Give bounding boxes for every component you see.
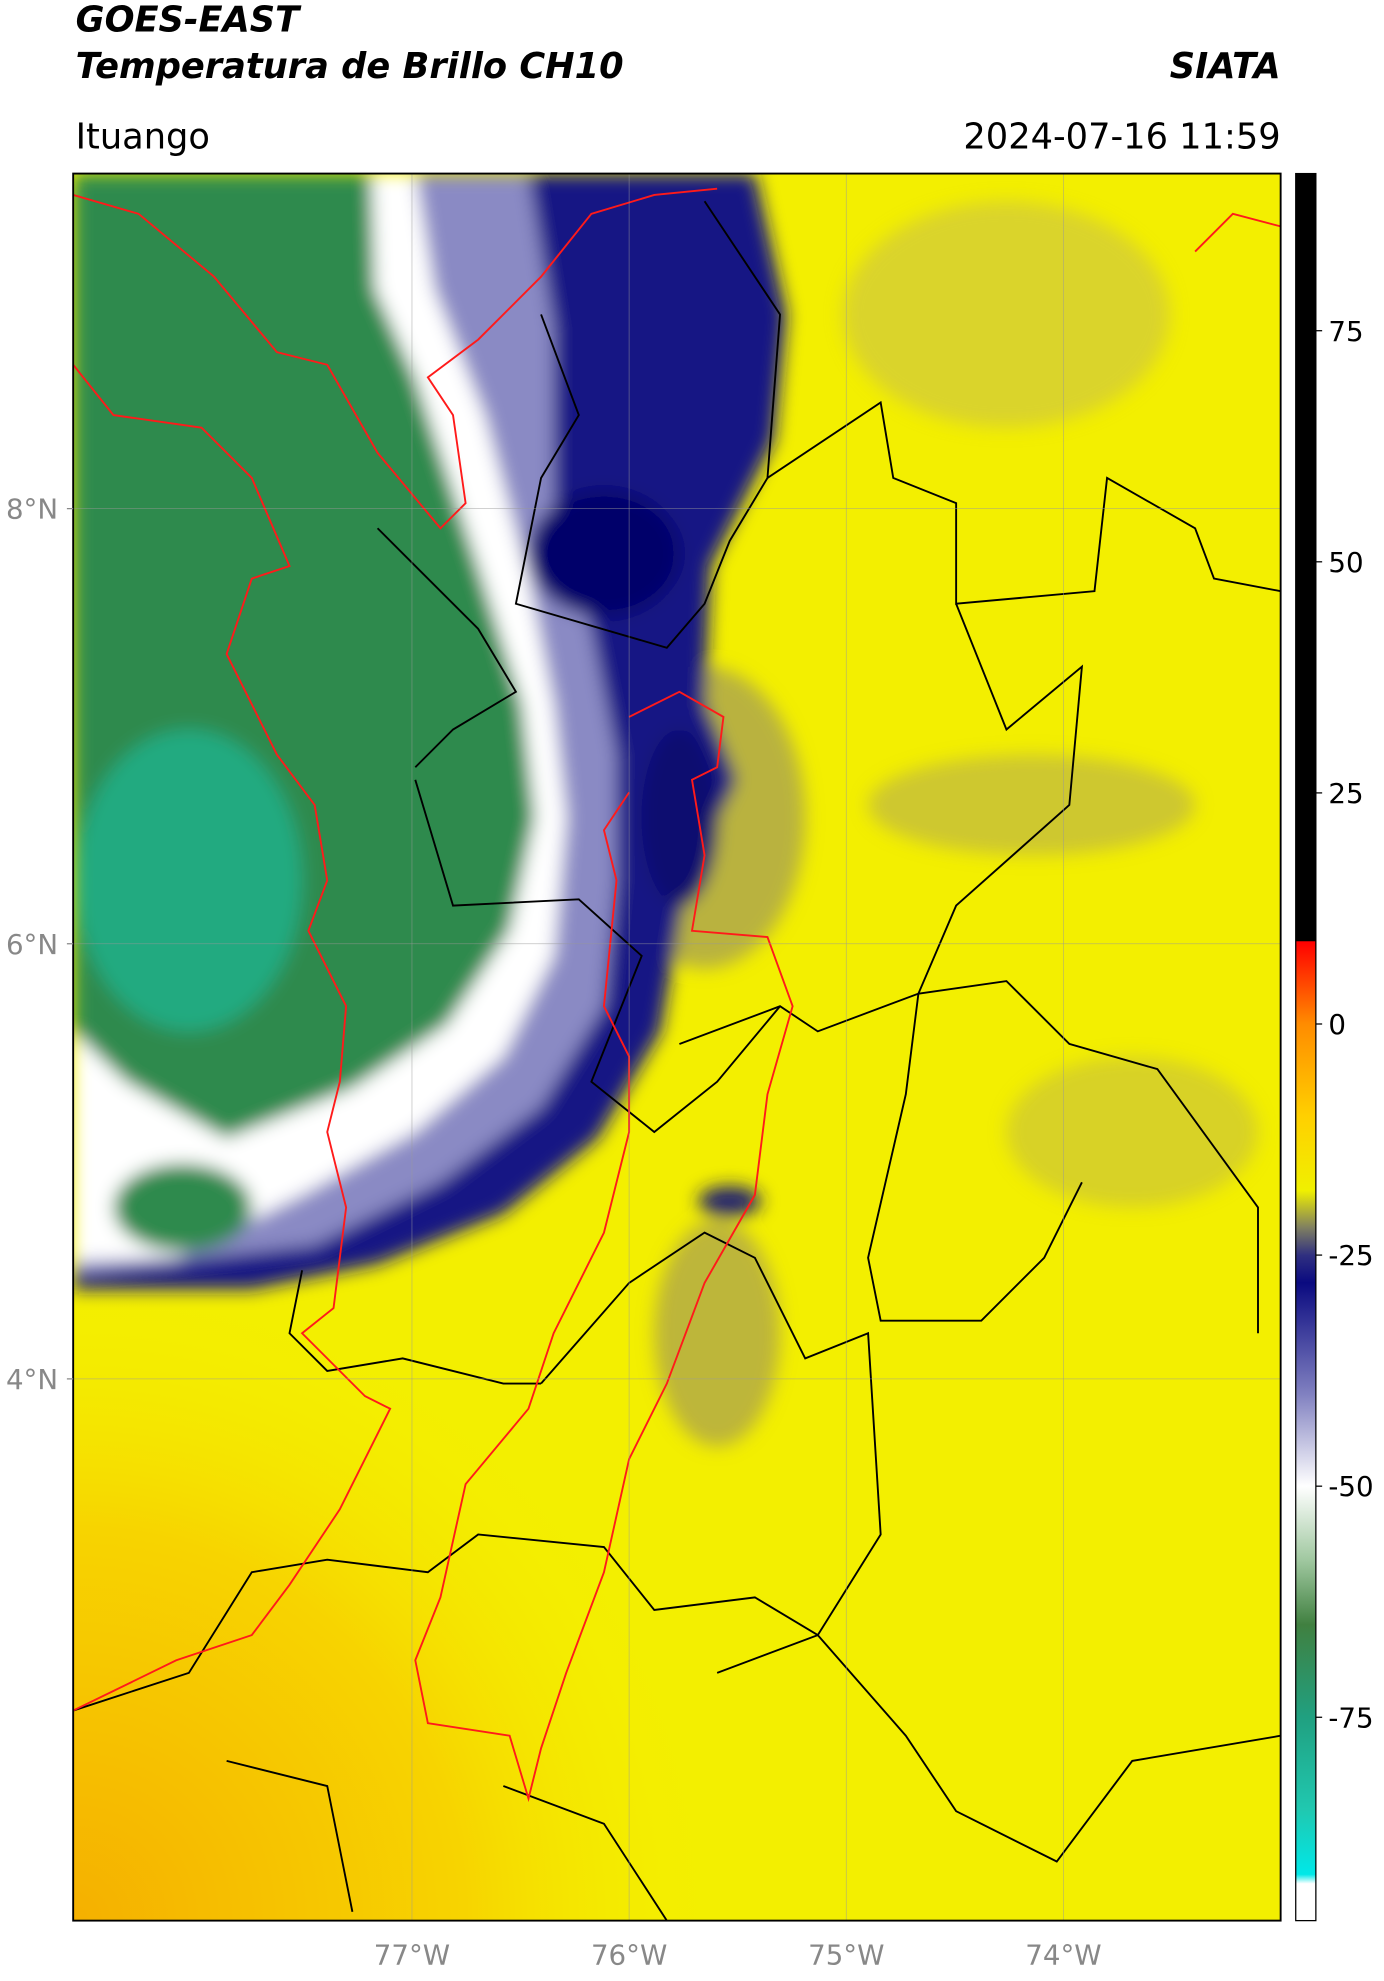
colorbar-label: 50	[1328, 546, 1363, 579]
subtitle: Temperatura de Brillo CH10	[76, 46, 624, 87]
lon-label: 77°W	[374, 1939, 450, 1972]
map-frame	[72, 172, 1282, 1922]
location: Ituango	[76, 116, 210, 157]
lat-label: 8°N	[6, 493, 58, 526]
lon-label: 75°W	[808, 1939, 884, 1972]
lon-label: 74°W	[1025, 1939, 1101, 1972]
colorbar	[1295, 172, 1317, 1922]
lat-label: 4°N	[6, 1363, 58, 1396]
lon-label: 76°W	[591, 1939, 667, 1972]
colorbar-label: -75	[1328, 1701, 1373, 1734]
colorbar-label: 25	[1328, 777, 1363, 810]
colorbar-label: 75	[1328, 315, 1363, 348]
colorbar-label: -25	[1328, 1239, 1373, 1272]
colorbar-label: 0	[1328, 1008, 1346, 1041]
brand: SIATA	[1170, 46, 1281, 87]
lat-label: 6°N	[6, 928, 58, 961]
map	[73, 173, 1281, 1921]
colorbar-label: -50	[1328, 1470, 1373, 1503]
datetime: 2024-07-16 11:59	[963, 116, 1280, 157]
title: GOES-EAST	[76, 0, 302, 40]
